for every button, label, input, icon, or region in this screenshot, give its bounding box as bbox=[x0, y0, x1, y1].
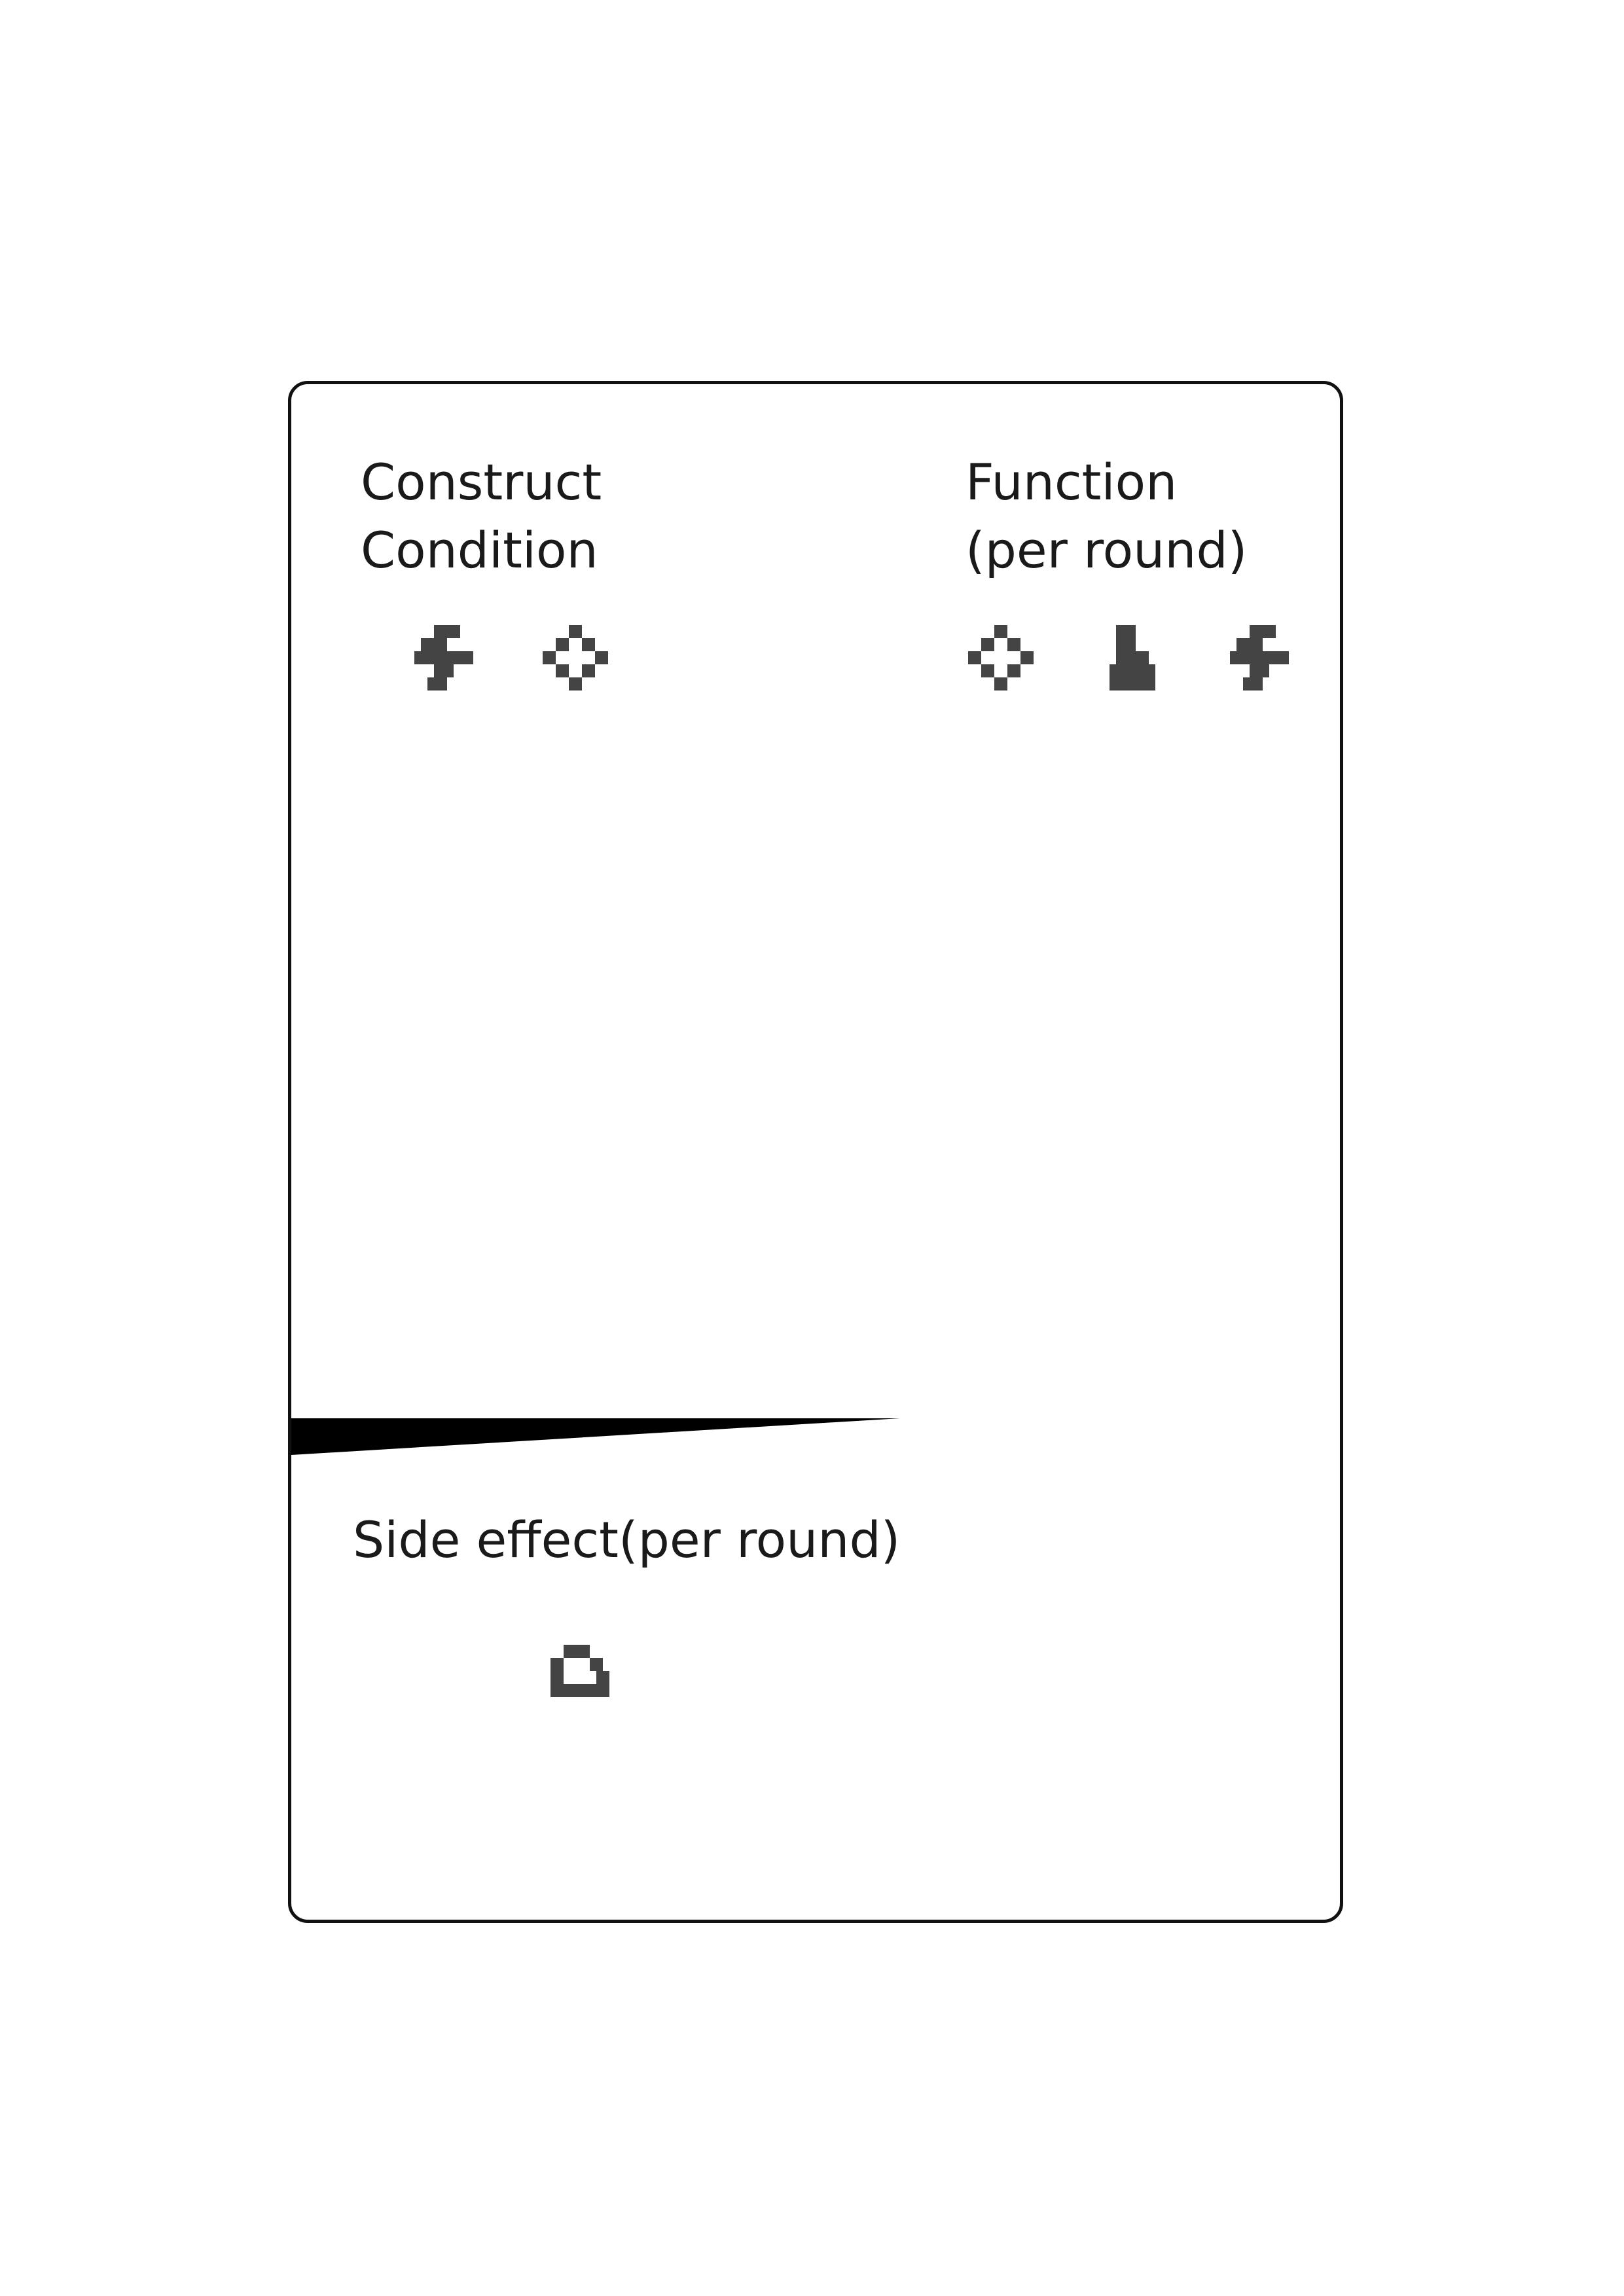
section-divider bbox=[291, 1418, 900, 1458]
gear-icon bbox=[968, 625, 1040, 697]
bolt-icon bbox=[1223, 625, 1295, 697]
game-card: Construct Condition Function (per round) bbox=[288, 381, 1343, 1923]
function-label: Function (per round) bbox=[965, 453, 1248, 579]
cloud-icon bbox=[544, 1638, 616, 1710]
bolt-icon bbox=[408, 625, 480, 697]
side-effect-label: Side effect(per round) bbox=[353, 1511, 901, 1569]
gear-icon bbox=[543, 625, 615, 697]
construct-condition-label: Construct Condition bbox=[361, 453, 602, 579]
worker-icon bbox=[1096, 625, 1168, 697]
